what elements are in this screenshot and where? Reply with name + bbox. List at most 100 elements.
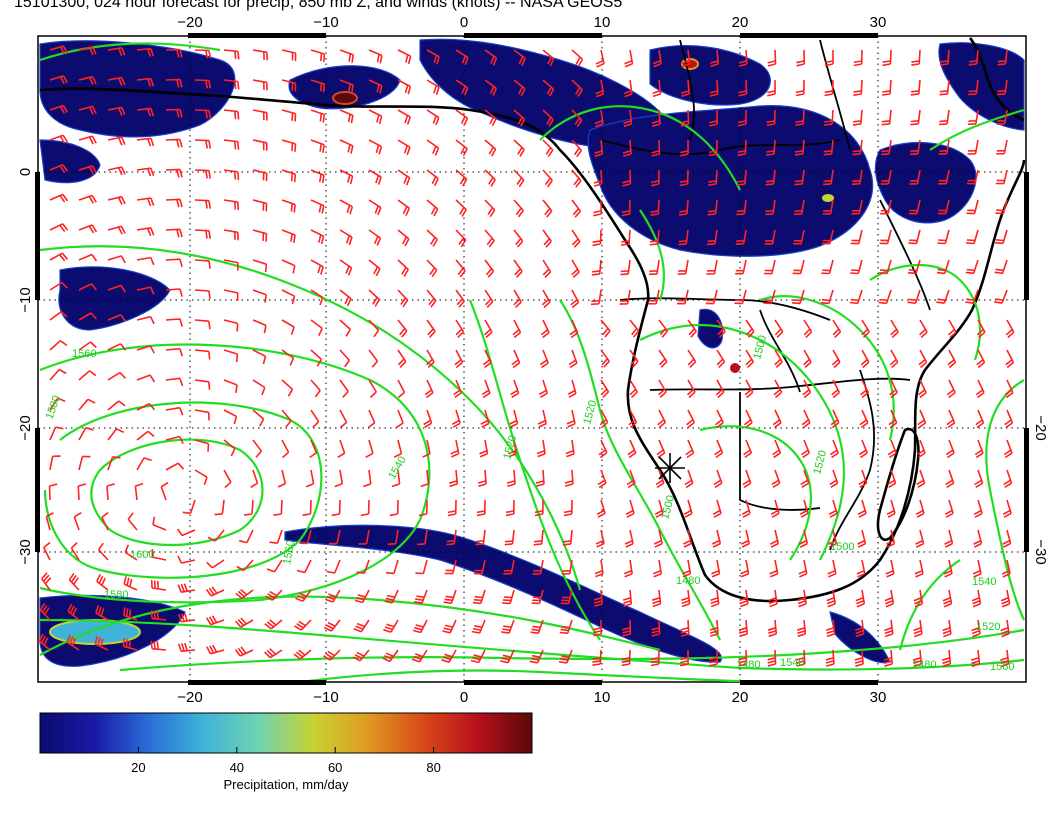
wind-barb	[880, 169, 892, 185]
wind-barb	[994, 229, 1008, 245]
wind-barb	[916, 469, 926, 488]
wind-barb	[857, 529, 867, 548]
wind-barb	[745, 349, 754, 368]
wind-barb	[368, 229, 382, 246]
wind-barb	[250, 469, 259, 488]
wind-barb	[800, 469, 810, 488]
wind-barb	[293, 649, 312, 660]
wind-barb	[223, 199, 240, 211]
wind-barb	[879, 259, 892, 275]
wind-barb	[265, 589, 283, 601]
wind-barb	[68, 572, 80, 591]
wind-barb	[476, 499, 486, 517]
wind-barb	[772, 439, 782, 459]
wind-barb	[707, 199, 718, 216]
wind-barb	[389, 499, 399, 517]
wind-barb	[965, 259, 979, 275]
wind-barb	[939, 49, 950, 66]
wind-barb	[223, 319, 239, 332]
wind-barb	[830, 409, 840, 429]
wind-barb	[194, 109, 212, 119]
wind-barb	[512, 319, 522, 339]
wind-barb	[913, 619, 923, 638]
wind-barb	[310, 259, 324, 275]
wind-barb	[882, 49, 892, 67]
wind-barb	[652, 79, 662, 98]
wind-barb	[484, 109, 497, 127]
wind-barb	[422, 439, 431, 458]
wind-barb	[455, 289, 465, 308]
precip-north-east	[649, 45, 771, 106]
wind-barb	[570, 289, 580, 309]
wind-barb	[824, 50, 834, 67]
wind-barb	[45, 512, 54, 531]
wind-barb	[339, 139, 354, 154]
wind-barb	[41, 572, 52, 591]
wind-barb	[281, 319, 295, 335]
wind-barb	[165, 48, 183, 58]
top-lon-label: 30	[870, 14, 887, 31]
wind-barb	[686, 409, 696, 429]
wind-barb	[571, 79, 583, 97]
wind-barb	[648, 259, 660, 276]
top-lon-label: 20	[732, 14, 749, 31]
wind-barb	[598, 439, 608, 459]
wind-barb	[455, 109, 469, 126]
wind-barb	[339, 289, 352, 307]
top-lon-label: −20	[177, 14, 202, 31]
wind-barb	[78, 398, 96, 411]
wind-barb	[455, 199, 467, 217]
wind-barb	[281, 349, 295, 366]
wind-barb	[974, 439, 984, 459]
wind-barb	[165, 318, 183, 327]
wind-barb	[397, 49, 412, 65]
wind-barb	[622, 619, 632, 637]
wind-barb	[426, 199, 439, 217]
wind-barb	[945, 439, 955, 459]
wind-barb	[542, 139, 554, 158]
wind-barb	[860, 379, 870, 399]
wind-barb	[223, 469, 232, 489]
left-lat-label: 0	[17, 168, 34, 176]
wind-barb	[252, 199, 268, 212]
wind-barb	[365, 439, 374, 458]
wind-barb	[542, 259, 552, 278]
wind-barb	[294, 619, 312, 631]
bottom-lon-label: −20	[177, 689, 202, 706]
wind-barb	[334, 469, 343, 488]
wind-barb	[623, 79, 633, 98]
wind-barb	[562, 529, 573, 546]
wind-barb	[822, 199, 834, 215]
wind-barb	[620, 229, 631, 246]
wind-barb	[850, 259, 863, 275]
contour-label: 1560	[72, 348, 96, 360]
wind-barb	[676, 289, 689, 305]
border-8	[819, 39, 851, 151]
wind-barb	[706, 229, 718, 246]
wind-barb	[299, 529, 312, 545]
left-lat-label: −10	[17, 287, 34, 312]
wind-barb	[740, 529, 751, 548]
wind-barb	[513, 259, 523, 278]
wind-barb	[825, 649, 835, 667]
wind-barb	[96, 573, 109, 591]
wind-barb	[504, 529, 515, 546]
wind-barb	[182, 499, 196, 515]
wind-barb	[737, 110, 747, 127]
wind-barb	[889, 379, 898, 399]
wind-barb	[593, 199, 602, 217]
wind-barb	[323, 619, 341, 632]
wind-barb	[505, 499, 515, 517]
wind-barb	[967, 139, 979, 155]
wind-barb	[368, 289, 380, 307]
wind-barb	[134, 482, 144, 501]
wind-barb	[107, 225, 126, 235]
wind-barb	[648, 289, 660, 305]
wind-barb	[513, 139, 525, 157]
wind-barb	[535, 469, 545, 487]
wind-barb	[484, 289, 494, 308]
wind-barb	[938, 139, 950, 155]
wind-barb	[774, 349, 783, 368]
wind-barb	[49, 75, 68, 85]
wind-barb	[252, 289, 267, 303]
